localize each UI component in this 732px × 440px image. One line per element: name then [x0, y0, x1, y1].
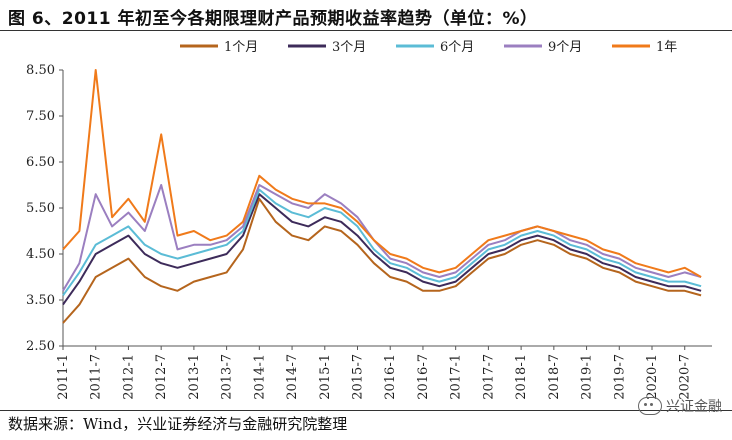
x-tick-label: 2019-7	[612, 354, 627, 400]
y-tick-label: 8.50	[26, 63, 55, 78]
legend-label: 1年	[656, 40, 677, 55]
watermark-text: 兴证金融	[666, 399, 722, 415]
plot-area	[62, 69, 702, 324]
legend-label: 9个月	[548, 40, 582, 55]
y-tick-label: 2.50	[26, 339, 55, 354]
legend-label: 3个月	[332, 40, 366, 55]
y-axis: 2.50 3.50 4.50 5.50 6.50 7.50 8.50	[26, 63, 64, 354]
legend: 1个月 3个月 6个月 9个月 1年	[180, 40, 677, 55]
x-axis: 2011-1 2011-7 2012-1 2012-7 2013-1 2013-7 2014…	[56, 345, 712, 400]
title-divider	[0, 30, 732, 31]
y-tick-label: 5.50	[26, 201, 55, 216]
x-tick-label: 2012-1	[121, 354, 136, 400]
x-tick-label: 2019-1	[580, 354, 595, 400]
x-tick-label: 2020-1	[645, 354, 660, 400]
x-tick-label: 2012-7	[154, 354, 169, 400]
x-tick-label: 2015-1	[318, 354, 333, 400]
y-tick-label: 4.50	[26, 247, 55, 262]
series-line-2	[62, 193, 702, 306]
x-tick-label: 2017-1	[449, 354, 464, 400]
wechat-logo-icon	[638, 397, 662, 415]
x-tick-label: 2017-7	[481, 354, 496, 400]
x-tick-label: 2013-7	[220, 354, 235, 400]
watermark: 兴证金融	[638, 396, 722, 416]
source-divider	[0, 410, 732, 411]
y-tick-label: 3.50	[26, 293, 55, 308]
legend-label: 6个月	[440, 40, 474, 55]
y-tick-label: 7.50	[26, 109, 55, 124]
series-line-4	[62, 184, 702, 292]
x-tick-label: 2011-1	[56, 354, 71, 400]
line-chart: 1个月 3个月 6个月 9个月 1年 2.50 3.50 4.50 5.50 6.50 7.50 8…	[26, 40, 712, 400]
x-tick-label: 2014-7	[285, 354, 300, 400]
series-line-3	[62, 188, 702, 296]
series-line-1	[62, 197, 702, 324]
y-tick-label: 6.50	[26, 155, 55, 170]
x-tick-label: 2011-7	[89, 354, 104, 400]
x-tick-label: 2016-7	[416, 354, 431, 400]
x-tick-label: 2020-7	[678, 354, 693, 400]
data-source-note: 数据来源：Wind，兴业证券经济与金融研究院整理	[8, 415, 348, 433]
x-tick-label: 2015-7	[351, 354, 366, 400]
x-tick-label: 2016-1	[383, 354, 398, 400]
x-tick-label: 2013-1	[187, 354, 202, 400]
series-line-5	[62, 69, 702, 278]
x-tick-label: 2018-1	[514, 354, 529, 400]
legend-label: 1个月	[224, 40, 258, 55]
page-title: 图 6、2011 年初至今各期限理财产品预期收益率趋势（单位：%）	[8, 9, 538, 29]
x-tick-label: 2014-1	[252, 354, 267, 400]
x-tick-label: 2018-7	[547, 354, 562, 400]
